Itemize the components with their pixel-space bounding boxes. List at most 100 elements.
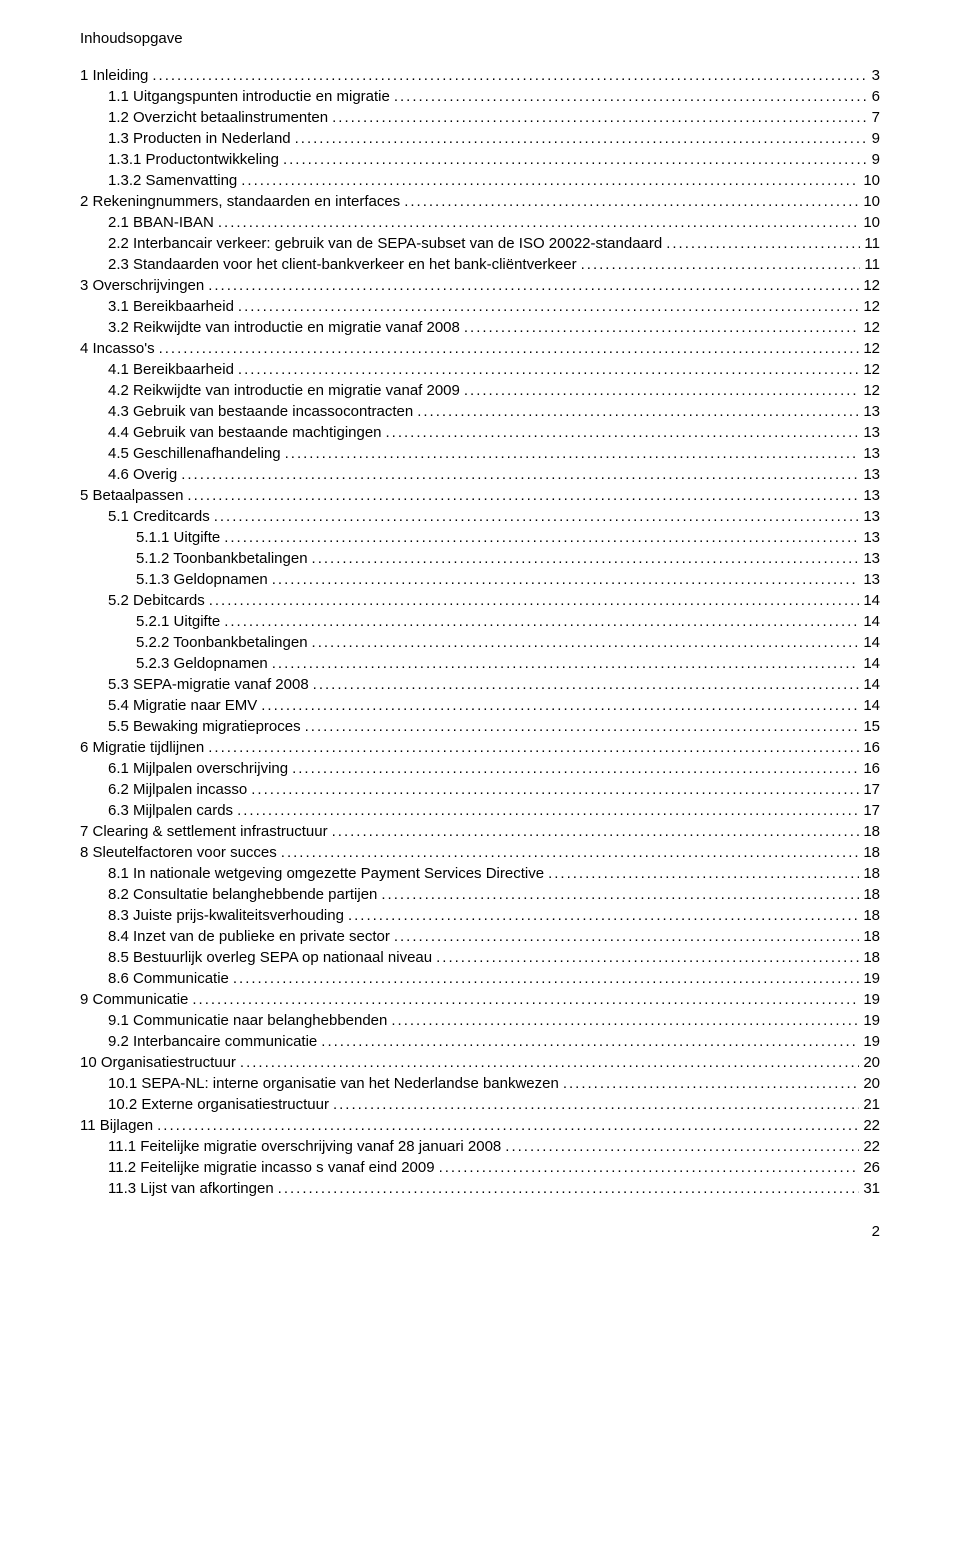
toc-entry[interactable]: 11.3 Lijst van afkortingen31 xyxy=(80,1178,880,1199)
toc-label: 5.1.3 Geldopnamen xyxy=(136,569,268,590)
toc-page: 20 xyxy=(863,1073,880,1094)
toc-entry[interactable]: 8.3 Juiste prijs-kwaliteitsverhouding18 xyxy=(80,905,880,926)
toc-entry[interactable]: 4.2 Reikwijdte van introductie en migrat… xyxy=(80,380,880,401)
toc-entry[interactable]: 1.1 Uitgangspunten introductie en migrat… xyxy=(80,86,880,107)
toc-label: 2.1 BBAN-IBAN xyxy=(108,212,214,233)
toc-label: 9.1 Communicatie naar belanghebbenden xyxy=(108,1010,387,1031)
toc-label: 5.1.1 Uitgifte xyxy=(136,527,220,548)
toc-leader-dots xyxy=(181,464,859,485)
toc-leader-dots xyxy=(505,1136,859,1157)
toc-entry[interactable]: 6.2 Mijlpalen incasso17 xyxy=(80,779,880,800)
toc-label: 2.2 Interbancair verkeer: gebruik van de… xyxy=(108,233,662,254)
toc-page: 13 xyxy=(863,485,880,506)
toc-leader-dots xyxy=(208,737,859,758)
toc-entry[interactable]: 8.1 In nationale wetgeving omgezette Pay… xyxy=(80,863,880,884)
toc-entry[interactable]: 2.1 BBAN-IBAN10 xyxy=(80,212,880,233)
toc-page: 10 xyxy=(863,170,880,191)
toc-entry[interactable]: 1.3.1 Productontwikkeling9 xyxy=(80,149,880,170)
toc-page: 14 xyxy=(863,590,880,611)
toc-page: 10 xyxy=(863,191,880,212)
toc-entry[interactable]: 6.3 Mijlpalen cards17 xyxy=(80,800,880,821)
toc-entry[interactable]: 8.5 Bestuurlijk overleg SEPA op nationaa… xyxy=(80,947,880,968)
toc-label: 5.2 Debitcards xyxy=(108,590,205,611)
toc-entry[interactable]: 2.3 Standaarden voor het client-bankverk… xyxy=(80,254,880,275)
toc-entry[interactable]: 1.2 Overzicht betaalinstrumenten 7 xyxy=(80,107,880,128)
toc-entry[interactable]: 3 Overschrijvingen 12 xyxy=(80,275,880,296)
toc-label: 1 Inleiding xyxy=(80,65,148,86)
toc-label: 4.6 Overig xyxy=(108,464,177,485)
toc-entry[interactable]: 3.1 Bereikbaarheid12 xyxy=(80,296,880,317)
toc-entry[interactable]: 5.2.1 Uitgifte14 xyxy=(80,611,880,632)
toc-leader-dots xyxy=(332,107,868,128)
toc-entry[interactable]: 11 Bijlagen22 xyxy=(80,1115,880,1136)
toc-leader-dots xyxy=(157,1115,859,1136)
toc-page: 12 xyxy=(863,380,880,401)
toc-label: 5.2.2 Toonbankbetalingen xyxy=(136,632,308,653)
toc-label: 5.4 Migratie naar EMV xyxy=(108,695,257,716)
toc-entry[interactable]: 6.1 Mijlpalen overschrijving16 xyxy=(80,758,880,779)
toc-page: 22 xyxy=(863,1115,880,1136)
toc-entry[interactable]: 10.2 Externe organisatiestructuur21 xyxy=(80,1094,880,1115)
toc-entry[interactable]: 4.1 Bereikbaarheid12 xyxy=(80,359,880,380)
toc-entry[interactable]: 3.2 Reikwijdte van introductie en migrat… xyxy=(80,317,880,338)
toc-entry[interactable]: 11.1 Feitelijke migratie overschrijving … xyxy=(80,1136,880,1157)
toc-label: 1.3 Producten in Nederland xyxy=(108,128,291,149)
toc-leader-dots xyxy=(272,569,860,590)
toc-entry[interactable]: 4.6 Overig13 xyxy=(80,464,880,485)
toc-page: 15 xyxy=(863,716,880,737)
toc-page: 16 xyxy=(863,758,880,779)
toc-label: 5.2.3 Geldopnamen xyxy=(136,653,268,674)
toc-label: 4.5 Geschillenafhandeling xyxy=(108,443,281,464)
toc-entry[interactable]: 2.2 Interbancair verkeer: gebruik van de… xyxy=(80,233,880,254)
toc-entry[interactable]: 4 Incasso's12 xyxy=(80,338,880,359)
toc-page: 14 xyxy=(863,695,880,716)
toc-label: 3 Overschrijvingen xyxy=(80,275,204,296)
toc-entry[interactable]: 2 Rekeningnummers, standaarden en interf… xyxy=(80,191,880,212)
toc-leader-dots xyxy=(548,863,859,884)
toc-entry[interactable]: 11.2 Feitelijke migratie incasso s vanaf… xyxy=(80,1157,880,1178)
toc-entry[interactable]: 4.5 Geschillenafhandeling13 xyxy=(80,443,880,464)
toc-entry[interactable]: 5.2.2 Toonbankbetalingen14 xyxy=(80,632,880,653)
toc-entry[interactable]: 5.1 Creditcards13 xyxy=(80,506,880,527)
toc-entry[interactable]: 5.3 SEPA-migratie vanaf 200814 xyxy=(80,674,880,695)
toc-entry[interactable]: 10 Organisatiestructuur20 xyxy=(80,1052,880,1073)
toc-entry[interactable]: 9.2 Interbancaire communicatie19 xyxy=(80,1031,880,1052)
toc-entry[interactable]: 5.1.3 Geldopnamen13 xyxy=(80,569,880,590)
toc-page: 13 xyxy=(863,527,880,548)
toc-label: 1.2 Overzicht betaalinstrumenten xyxy=(108,107,328,128)
toc-leader-dots xyxy=(305,716,860,737)
toc-page: 18 xyxy=(863,947,880,968)
toc-entry[interactable]: 5.4 Migratie naar EMV 14 xyxy=(80,695,880,716)
toc-entry[interactable]: 1.3.2 Samenvatting10 xyxy=(80,170,880,191)
toc-entry[interactable]: 6 Migratie tijdlijnen16 xyxy=(80,737,880,758)
toc-page: 12 xyxy=(863,275,880,296)
toc-label: 11.2 Feitelijke migratie incasso s vanaf… xyxy=(108,1157,435,1178)
toc-leader-dots xyxy=(348,905,859,926)
toc-label: 8.1 In nationale wetgeving omgezette Pay… xyxy=(108,863,544,884)
toc-page: 13 xyxy=(863,548,880,569)
toc-entry[interactable]: 4.3 Gebruik van bestaande incassocontrac… xyxy=(80,401,880,422)
toc-entry[interactable]: 1.3 Producten in Nederland9 xyxy=(80,128,880,149)
toc-entry[interactable]: 5 Betaalpassen13 xyxy=(80,485,880,506)
toc-entry[interactable]: 8.2 Consultatie belanghebbende partijen1… xyxy=(80,884,880,905)
toc-entry[interactable]: 9 Communicatie19 xyxy=(80,989,880,1010)
toc-entry[interactable]: 4.4 Gebruik van bestaande machtigingen13 xyxy=(80,422,880,443)
toc-label: 1.3.1 Productontwikkeling xyxy=(108,149,279,170)
toc-entry[interactable]: 1 Inleiding 3 xyxy=(80,65,880,86)
toc-entry[interactable]: 10.1 SEPA-NL: interne organisatie van he… xyxy=(80,1073,880,1094)
toc-entry[interactable]: 8.6 Communicatie19 xyxy=(80,968,880,989)
toc-entry[interactable]: 7 Clearing & settlement infrastructuur18 xyxy=(80,821,880,842)
toc-label: 1.1 Uitgangspunten introductie en migrat… xyxy=(108,86,390,107)
toc-label: 11.3 Lijst van afkortingen xyxy=(108,1178,274,1199)
toc-entry[interactable]: 5.1.1 Uitgifte 13 xyxy=(80,527,880,548)
toc-entry[interactable]: 8.4 Inzet van de publieke en private sec… xyxy=(80,926,880,947)
toc-entry[interactable]: 9.1 Communicatie naar belanghebbenden19 xyxy=(80,1010,880,1031)
toc-entry[interactable]: 5.5 Bewaking migratieproces15 xyxy=(80,716,880,737)
toc-page: 7 xyxy=(872,107,880,128)
toc-page: 3 xyxy=(872,65,880,86)
toc-page: 17 xyxy=(863,800,880,821)
toc-entry[interactable]: 8 Sleutelfactoren voor succes18 xyxy=(80,842,880,863)
toc-entry[interactable]: 5.1.2 Toonbankbetalingen13 xyxy=(80,548,880,569)
toc-entry[interactable]: 5.2 Debitcards 14 xyxy=(80,590,880,611)
toc-entry[interactable]: 5.2.3 Geldopnamen14 xyxy=(80,653,880,674)
